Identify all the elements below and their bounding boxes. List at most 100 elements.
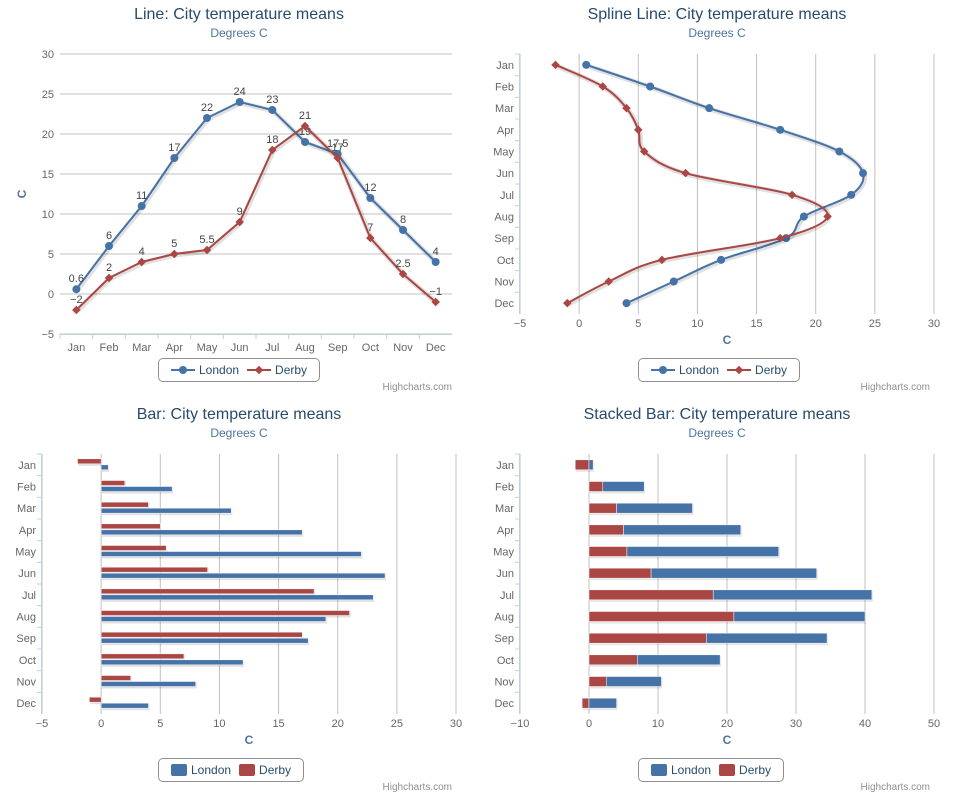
y-tick-label: −5 — [514, 318, 527, 330]
chart-subtitle: Degrees C — [688, 26, 746, 40]
x-tick-label: Nov — [16, 677, 36, 689]
legend-item-derby[interactable]: Derby — [239, 763, 291, 777]
data-point — [235, 217, 244, 227]
x-tick-label: Oct — [19, 655, 36, 667]
legend-item-derby[interactable]: Derby — [247, 363, 307, 377]
x-tick-label: Sep — [16, 633, 36, 645]
data-point — [268, 145, 277, 155]
x-tick-label: May — [197, 342, 218, 354]
y-tick-label: 10 — [652, 718, 664, 730]
data-point — [170, 154, 179, 162]
data-point — [431, 258, 440, 266]
bar-london — [706, 632, 828, 644]
chart-legend: London Derby — [638, 358, 801, 382]
x-tick-label: Jan — [67, 342, 85, 354]
bar-london — [100, 594, 374, 601]
x-tick-label: Oct — [497, 655, 514, 667]
data-point — [333, 153, 342, 163]
y-tick-label: 20 — [42, 129, 54, 141]
data-point — [203, 114, 211, 122]
y-tick-label: 10 — [691, 318, 703, 330]
x-tick-label: Dec — [494, 698, 514, 710]
bar-derby — [100, 653, 185, 660]
x-tick-label: Jun — [231, 342, 249, 354]
bar-london — [100, 529, 303, 536]
data-label: 17.5 — [327, 138, 348, 150]
x-tick-label: Nov — [494, 277, 514, 289]
x-tick-label: Aug — [16, 612, 36, 624]
line-diamond-icon — [247, 364, 272, 376]
data-point — [582, 60, 591, 69]
legend-item-london[interactable]: London — [171, 763, 231, 777]
data-point — [717, 255, 726, 264]
bar-london — [588, 697, 617, 709]
credit-link[interactable]: Highcharts.com — [860, 782, 930, 793]
legend-item-london[interactable]: London — [171, 363, 239, 377]
bar-london — [100, 464, 109, 471]
legend-item-derby[interactable]: Derby — [719, 763, 771, 777]
credit-link[interactable]: Highcharts.com — [382, 382, 452, 393]
series-line-derby — [75, 124, 437, 311]
x-tick-label: Feb — [495, 482, 514, 494]
x-tick-label: Aug — [295, 342, 315, 354]
x-tick-label: Apr — [19, 525, 36, 537]
data-point — [835, 147, 844, 156]
x-tick-label: Dec — [426, 342, 446, 354]
data-point — [776, 125, 785, 134]
y-tick-label: 5 — [48, 249, 54, 261]
bar-derby — [100, 545, 167, 551]
data-point — [137, 202, 146, 210]
y-tick-label: 5 — [635, 318, 641, 330]
y-tick-label: 30 — [790, 718, 802, 730]
x-tick-label: Jan — [18, 460, 36, 472]
bar-london — [637, 654, 721, 666]
data-label: 12 — [364, 182, 376, 194]
y-tick-label: 20 — [721, 718, 733, 730]
legend-label: Derby — [275, 363, 308, 377]
y-tick-label: 0 — [576, 318, 582, 330]
data-point — [398, 269, 408, 279]
bar-london — [650, 567, 817, 579]
data-point — [366, 194, 375, 202]
data-point — [705, 104, 714, 113]
data-label: 4 — [433, 246, 439, 258]
credit-link[interactable]: Highcharts.com — [382, 782, 452, 793]
bar-derby — [588, 611, 735, 622]
bar-london — [602, 481, 645, 492]
y-tick-label: 30 — [928, 318, 940, 330]
data-point — [268, 106, 277, 114]
bar-chart: −5 0 5 10 15 20 25 30 Jan Feb Mar Apr May Jun Jul Aug Se… — [15, 453, 462, 747]
chart-subtitle: Degrees C — [688, 426, 746, 440]
legend-item-derby[interactable]: Derby — [727, 363, 787, 377]
data-label: 5.5 — [199, 234, 214, 246]
data-point — [399, 226, 407, 234]
x-tick-label: Jun — [18, 568, 36, 580]
chart-subtitle: Degrees C — [210, 26, 268, 40]
x-tick-label: Feb — [100, 342, 119, 354]
chart-title: Stacked Bar: City temperature means — [583, 406, 851, 423]
data-label: 2 — [106, 262, 112, 274]
credit-link[interactable]: Highcharts.com — [860, 382, 930, 393]
bar-derby — [100, 610, 350, 616]
data-point — [646, 82, 655, 91]
bar-derby — [588, 502, 617, 514]
x-tick-label: Mar — [17, 503, 36, 515]
data-label: 2.5 — [395, 258, 410, 270]
bar-derby — [100, 501, 149, 508]
x-tick-label: Jun — [496, 168, 514, 180]
x-tick-label: May — [493, 147, 514, 159]
legend-item-london[interactable]: London — [651, 363, 719, 377]
data-label: 5 — [171, 238, 177, 250]
x-tick-label: May — [493, 547, 514, 559]
x-tick-label: Oct — [362, 342, 379, 354]
data-point — [137, 257, 146, 267]
legend-item-london[interactable]: London — [651, 763, 711, 777]
x-tick-label: May — [15, 547, 36, 559]
bar-london — [712, 589, 873, 601]
x-tick-label: Jul — [500, 590, 514, 602]
data-point — [104, 273, 114, 283]
bar-derby — [588, 632, 707, 644]
data-label: 8 — [400, 214, 406, 226]
x-tick-label: Jul — [22, 590, 36, 602]
